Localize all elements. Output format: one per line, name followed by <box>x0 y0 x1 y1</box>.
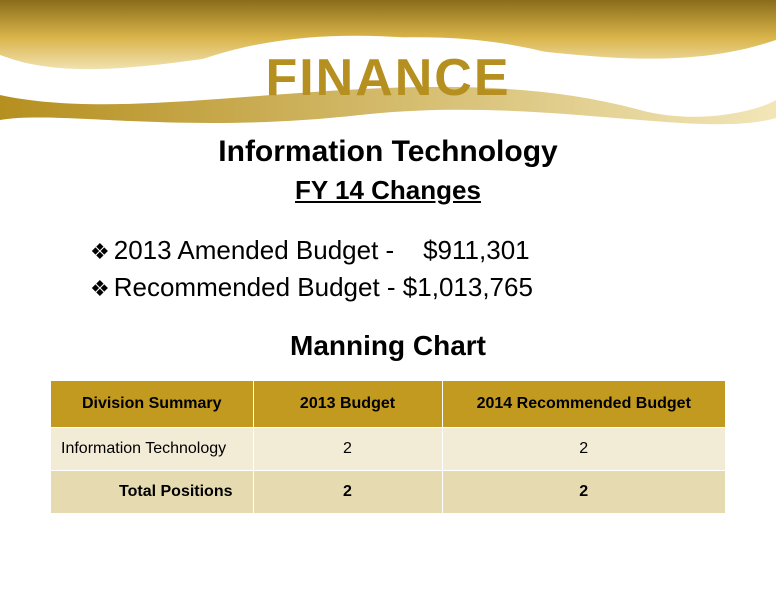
cell-value: 2 <box>253 428 442 471</box>
bullet-label: Recommended Budget - <box>114 272 396 302</box>
col-header: 2013 Budget <box>253 381 442 428</box>
page-title: FINANCE <box>0 48 776 108</box>
budget-bullets: ❖2013 Amended Budget - $911,301 ❖Recomme… <box>90 235 710 309</box>
bullet-value: $911,301 <box>423 235 530 265</box>
table-total-row: Total Positions 2 2 <box>51 471 726 514</box>
bullet-icon: ❖ <box>90 276 110 301</box>
bullet-row: ❖2013 Amended Budget - $911,301 <box>90 235 710 266</box>
table-row: Information Technology 2 2 <box>51 428 726 471</box>
bullet-label: 2013 Amended Budget - <box>114 235 394 265</box>
cell-value: 2 <box>442 428 726 471</box>
bullet-icon: ❖ <box>90 239 110 264</box>
bullet-value: $1,013,765 <box>403 272 533 302</box>
cell-total-value: 2 <box>253 471 442 514</box>
col-header: 2014 Recommended Budget <box>442 381 726 428</box>
bullet-row: ❖Recommended Budget - $1,013,765 <box>90 272 710 303</box>
page-subtitle: Information Technology <box>0 135 776 169</box>
table-title: Manning Chart <box>0 330 776 362</box>
cell-total-value: 2 <box>442 471 726 514</box>
cell-label: Information Technology <box>51 428 254 471</box>
manning-table: Division Summary 2013 Budget 2014 Recomm… <box>50 380 726 514</box>
section-heading: FY 14 Changes <box>0 175 776 206</box>
col-header: Division Summary <box>51 381 254 428</box>
cell-total-label: Total Positions <box>51 471 254 514</box>
